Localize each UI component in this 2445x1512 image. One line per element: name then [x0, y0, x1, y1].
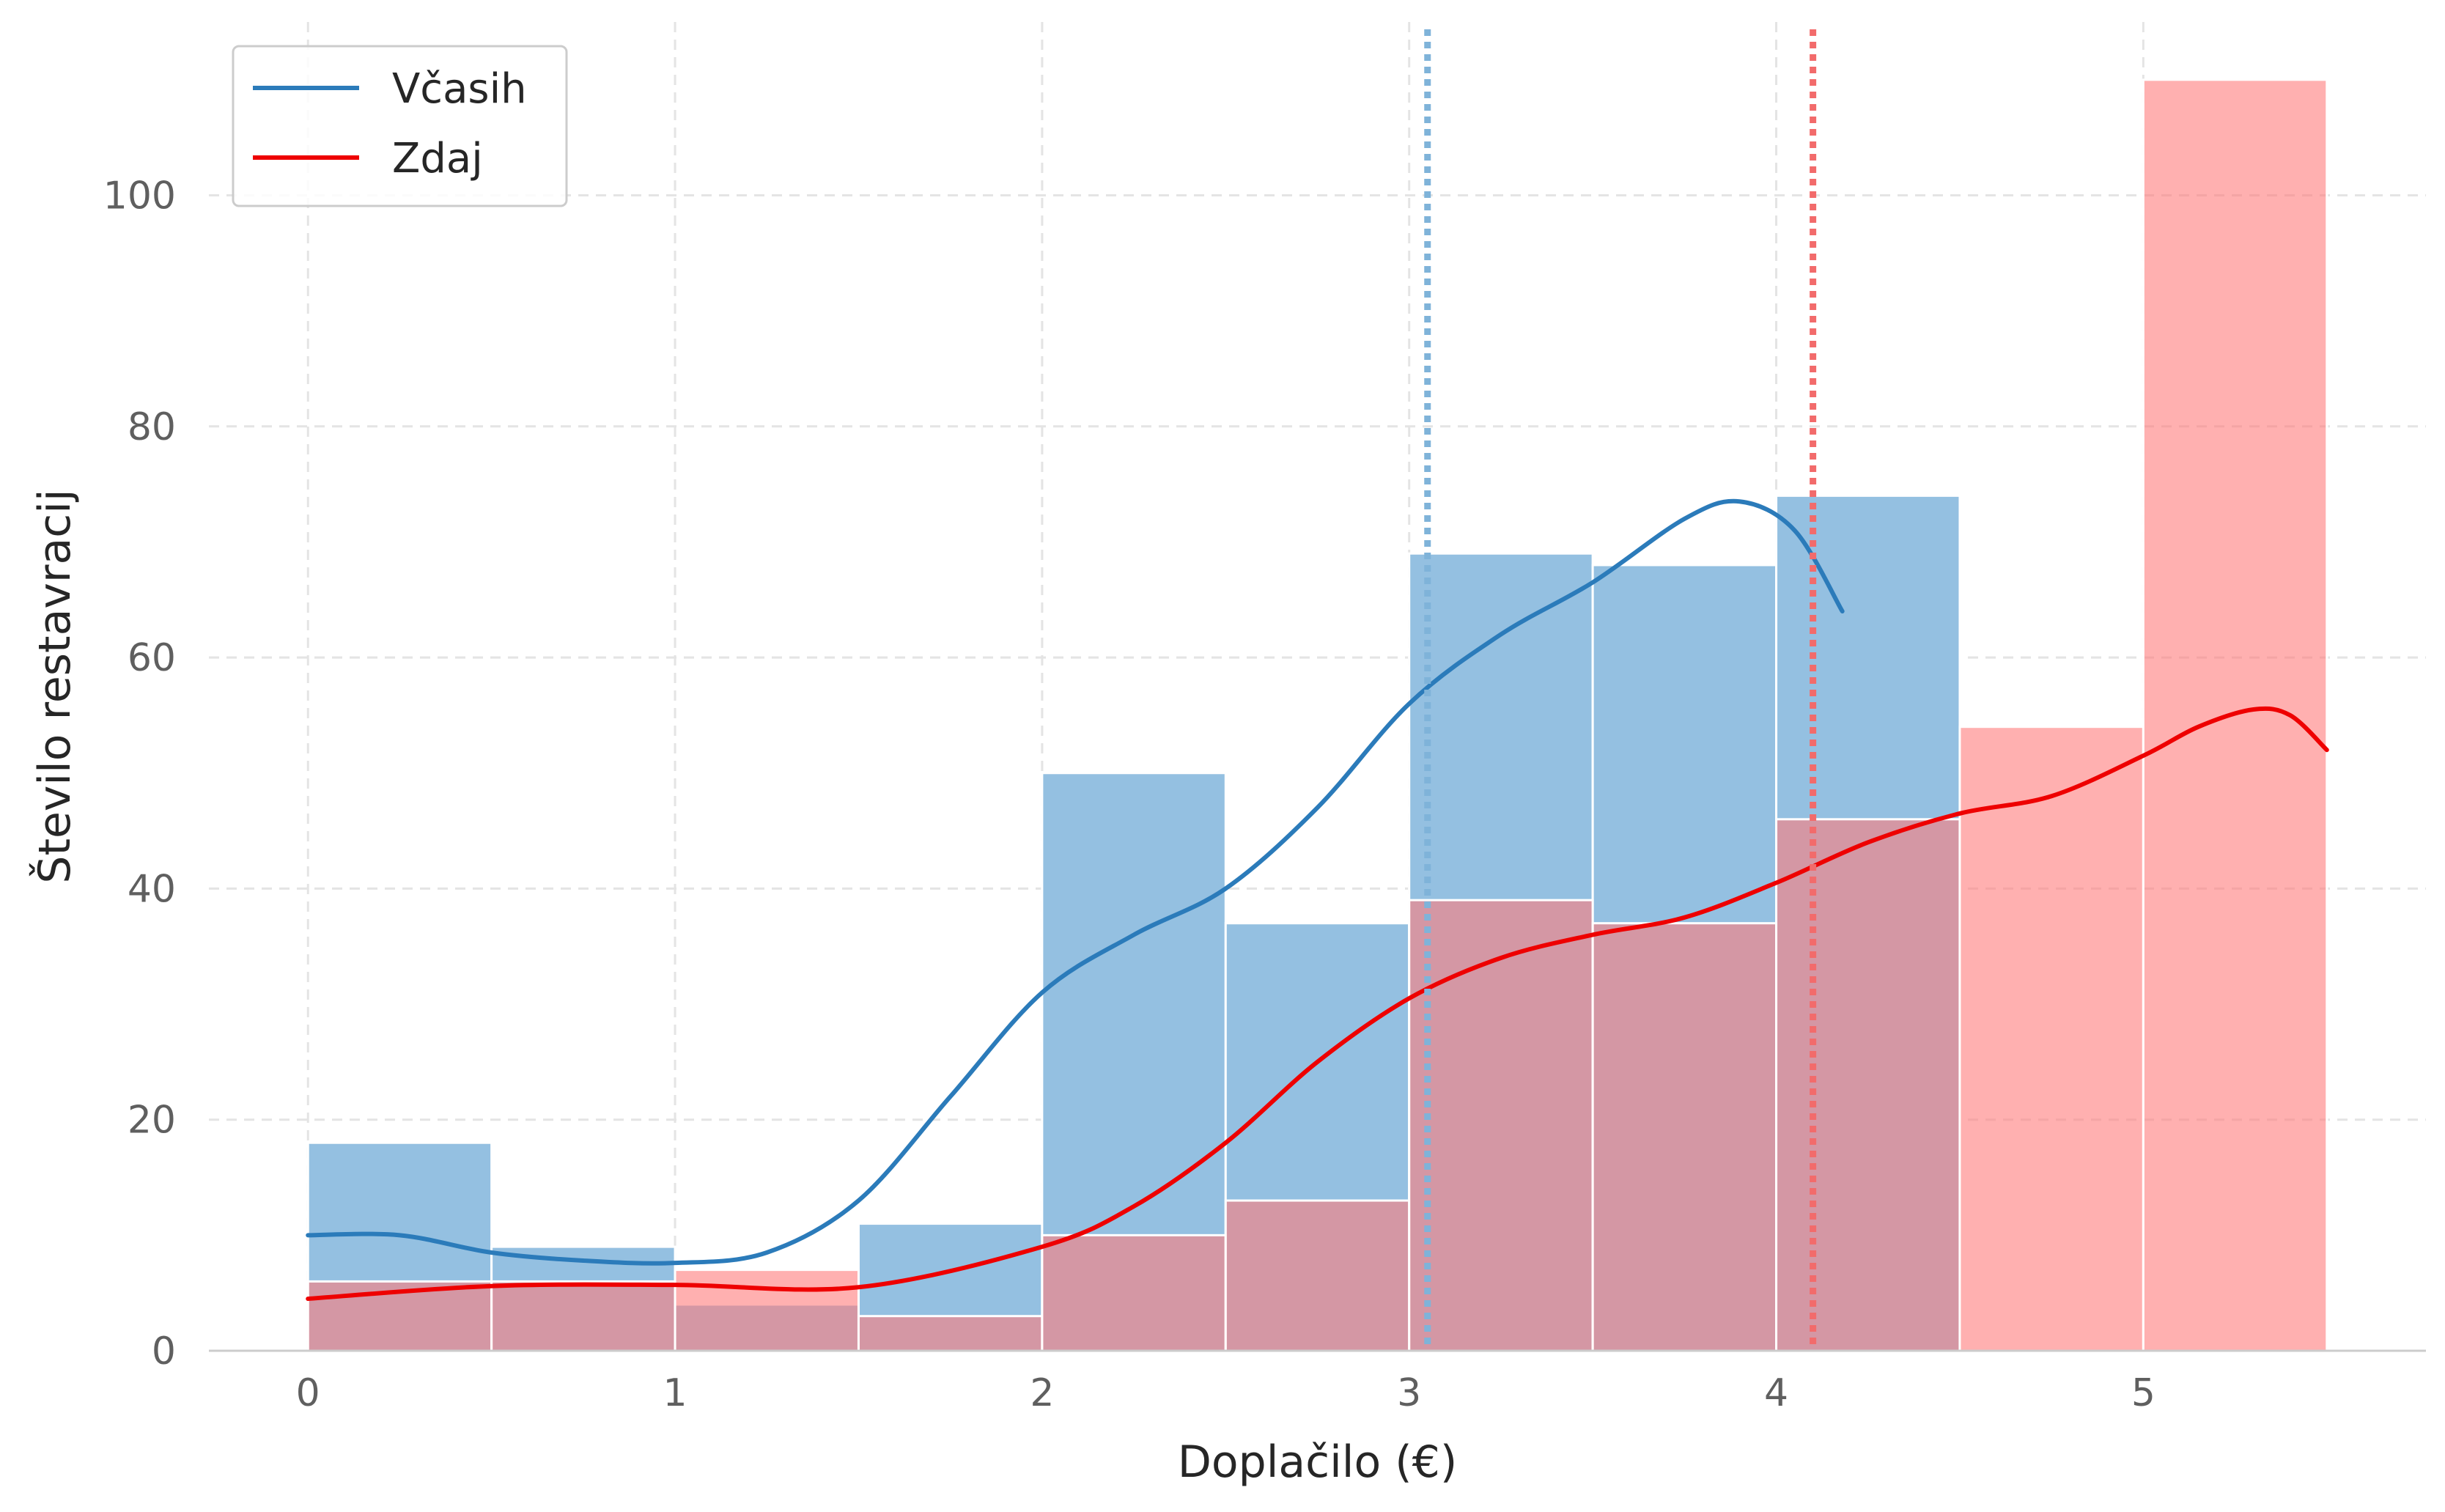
kde-line-zdaj [306, 706, 2329, 1302]
legend[interactable]: Včasih Zdaj [232, 45, 568, 207]
bar-zdaj-1 [490, 1280, 676, 1352]
x-tick-label-4: 4 [1764, 1371, 1788, 1415]
kde-line-včasih [306, 498, 1845, 1266]
bar-zdaj-4 [1041, 1233, 1227, 1352]
y-tick-label-80: 80 [128, 405, 176, 449]
kde-curves [306, 498, 2329, 1302]
y-tick-label-100: 100 [103, 174, 176, 218]
y-axis-label: Število restavracij [29, 489, 81, 883]
legend-label-zdaj: Zdaj [392, 135, 483, 182]
y-tick-label-60: 60 [128, 636, 176, 680]
x-tick-label-1: 1 [663, 1371, 687, 1415]
bar-zdaj-5 [1224, 1199, 1411, 1352]
y-tick-label-20: 20 [128, 1099, 176, 1143]
bar-zdaj-2 [674, 1269, 860, 1352]
tick-labels: 0 1 2 3 4 5 0 20 40 60 80 100 [103, 174, 2155, 1415]
x-tick-label-5: 5 [2131, 1371, 2155, 1415]
y-tick-label-40: 40 [128, 867, 176, 911]
x-tick-label-0: 0 [296, 1371, 320, 1415]
histogram-bars [306, 78, 2328, 1352]
bar-zdaj-9 [1958, 726, 2145, 1352]
x-tick-label-2: 2 [1030, 1371, 1054, 1415]
bar-zdaj-7 [1591, 922, 1778, 1352]
bar-zdaj-6 [1408, 899, 1594, 1352]
y-tick-label-0: 0 [152, 1330, 176, 1373]
bar-zdaj-3 [857, 1315, 1044, 1352]
x-axis-label: Doplačilo (€) [1178, 1437, 1458, 1488]
bar-zdaj-8 [1775, 818, 1961, 1352]
x-tick-label-3: 3 [1397, 1371, 1421, 1415]
mean-lines [1424, 29, 1817, 1351]
legend-label-vcasih: Včasih [392, 65, 527, 113]
